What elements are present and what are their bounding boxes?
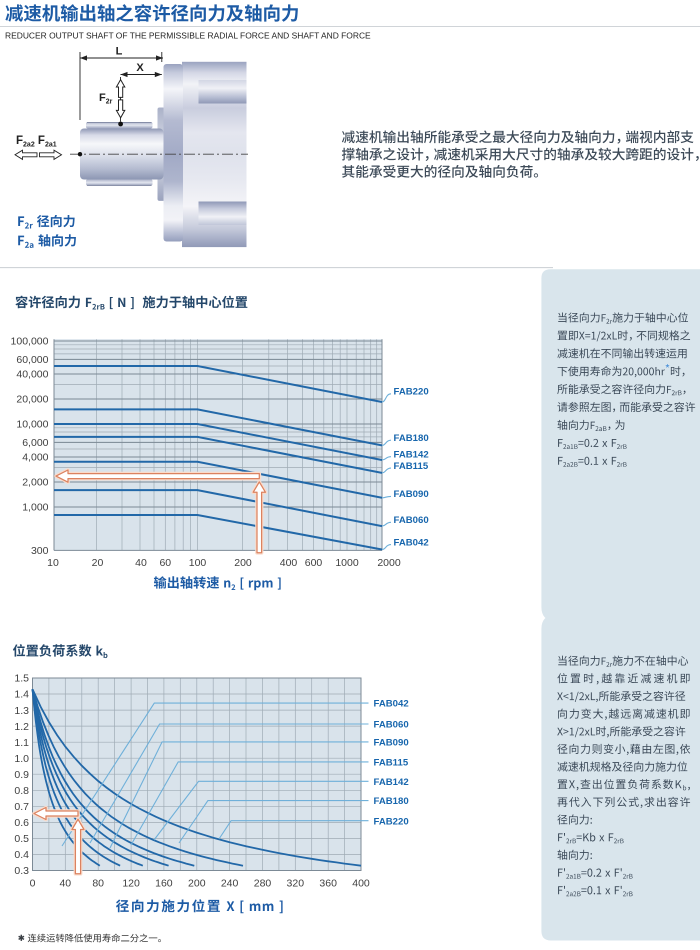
svg-text:1000: 1000 — [335, 557, 359, 569]
svg-text:0: 0 — [30, 878, 36, 890]
svg-text:280: 280 — [254, 878, 272, 890]
svg-text:FAB142: FAB142 — [374, 777, 409, 788]
svg-text:200: 200 — [188, 878, 206, 890]
svg-text:FAB042: FAB042 — [394, 537, 429, 548]
svg-text:40,000: 40,000 — [16, 369, 48, 381]
svg-text:0.8: 0.8 — [14, 785, 29, 797]
svg-text:200: 200 — [234, 557, 252, 569]
svg-text:FAB060: FAB060 — [374, 720, 409, 731]
svg-text:1.1: 1.1 — [14, 737, 29, 749]
svg-text:320: 320 — [287, 878, 305, 890]
svg-text:FAB142: FAB142 — [394, 450, 429, 461]
svg-text:160: 160 — [155, 878, 173, 890]
svg-text:FAB115: FAB115 — [394, 461, 429, 472]
svg-text:6,000: 6,000 — [22, 437, 48, 449]
svg-text:20: 20 — [92, 557, 104, 569]
svg-text:60,000: 60,000 — [16, 354, 48, 366]
svg-text:1.3: 1.3 — [14, 705, 29, 717]
svg-text:60: 60 — [159, 557, 171, 569]
svg-text:REDUCER OUTPUT SHAFT OF THE PE: REDUCER OUTPUT SHAFT OF THE PERMISSIBLE … — [5, 31, 371, 41]
svg-text:0.6: 0.6 — [14, 817, 29, 829]
svg-text:0.5: 0.5 — [14, 833, 29, 845]
svg-text:80: 80 — [92, 878, 104, 890]
svg-text:FAB042: FAB042 — [374, 699, 409, 710]
svg-text:FAB220: FAB220 — [374, 816, 409, 827]
svg-text:40: 40 — [59, 878, 71, 890]
svg-text:L: L — [116, 46, 123, 58]
svg-text:600: 600 — [305, 557, 323, 569]
svg-text:100: 100 — [189, 557, 207, 569]
svg-text:FAB180: FAB180 — [374, 796, 409, 807]
svg-text:240: 240 — [221, 878, 239, 890]
svg-text:4,000: 4,000 — [22, 452, 48, 464]
svg-text:40: 40 — [135, 557, 147, 569]
svg-text:100,000: 100,000 — [11, 336, 49, 348]
svg-text:1.4: 1.4 — [14, 689, 29, 701]
svg-text:FAB060: FAB060 — [394, 515, 429, 526]
svg-text:1.2: 1.2 — [14, 721, 29, 733]
svg-text:10,000: 10,000 — [16, 419, 48, 431]
svg-text:FAB090: FAB090 — [374, 738, 409, 749]
svg-text:2000: 2000 — [377, 557, 401, 569]
svg-text:1,000: 1,000 — [22, 502, 48, 514]
svg-text:300: 300 — [31, 545, 49, 557]
svg-text:0.9: 0.9 — [14, 769, 29, 781]
svg-text:20,000: 20,000 — [16, 394, 48, 406]
svg-text:F2a2 F2a1: F2a2 F2a1 — [16, 135, 57, 149]
svg-text:400: 400 — [280, 557, 298, 569]
svg-text:0.3: 0.3 — [14, 865, 29, 877]
svg-text:10: 10 — [47, 557, 59, 569]
svg-text:0.4: 0.4 — [14, 849, 29, 861]
svg-text:F2r: F2r — [99, 92, 113, 106]
svg-text:FAB090: FAB090 — [394, 489, 429, 500]
svg-text:360: 360 — [319, 878, 337, 890]
svg-text:FAB220: FAB220 — [394, 387, 429, 398]
svg-text:1.5: 1.5 — [14, 673, 29, 685]
svg-text:2,000: 2,000 — [22, 477, 48, 489]
svg-text:FAB115: FAB115 — [374, 758, 409, 769]
svg-text:0.7: 0.7 — [14, 801, 29, 813]
svg-text:400: 400 — [352, 878, 370, 890]
svg-text:X: X — [136, 62, 144, 74]
svg-text:120: 120 — [122, 878, 140, 890]
svg-text:FAB180: FAB180 — [394, 433, 429, 444]
svg-text:1.0: 1.0 — [14, 753, 29, 765]
